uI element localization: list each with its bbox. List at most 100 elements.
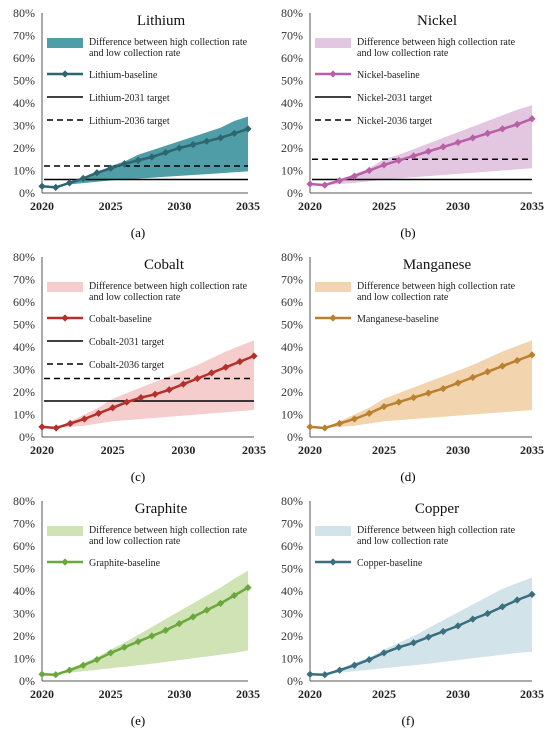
baseline-point bbox=[79, 661, 87, 669]
baseline-point bbox=[175, 620, 183, 628]
baseline-point bbox=[134, 156, 142, 164]
baseline-point bbox=[498, 362, 506, 370]
baseline-point bbox=[321, 671, 329, 679]
baseline-point bbox=[513, 596, 521, 604]
baseline-point bbox=[65, 666, 74, 674]
baseline-point bbox=[528, 115, 536, 123]
y-tick-label: 80% bbox=[13, 494, 35, 508]
baseline-point bbox=[380, 161, 388, 169]
baseline-point bbox=[380, 403, 388, 411]
y-tick-label: 60% bbox=[281, 295, 303, 309]
legend-label: Nickel-2036 target bbox=[357, 116, 432, 127]
baseline-point bbox=[528, 590, 536, 598]
baseline-point bbox=[498, 603, 506, 611]
y-tick-label: 70% bbox=[13, 273, 35, 287]
panel-caption-a: (a) bbox=[130, 225, 146, 240]
collection-range-band bbox=[310, 105, 532, 186]
baseline-point bbox=[395, 156, 403, 164]
y-tick-label: 40% bbox=[13, 96, 35, 110]
baseline-point bbox=[203, 606, 211, 614]
baseline-point bbox=[137, 394, 145, 402]
legend-label: and low collection rate bbox=[357, 536, 449, 547]
baseline-point bbox=[484, 368, 492, 376]
baseline-series-line bbox=[309, 117, 533, 187]
y-tick-label: 20% bbox=[13, 141, 35, 155]
baseline-point bbox=[52, 671, 60, 679]
baseline-point bbox=[107, 164, 115, 172]
legend-symbol bbox=[315, 558, 351, 566]
legend-symbol bbox=[315, 38, 351, 48]
x-tick-label: 2030 bbox=[446, 443, 470, 457]
y-tick-label: 0% bbox=[19, 186, 35, 200]
y-tick-label: 60% bbox=[13, 295, 35, 309]
baseline-point bbox=[365, 409, 373, 417]
y-tick-label: 40% bbox=[13, 340, 35, 354]
legend-label: and low collection rate bbox=[89, 292, 181, 303]
legend-swatch bbox=[315, 282, 351, 292]
y-tick-label: 70% bbox=[13, 517, 35, 531]
legend-label: Difference between high collection rate bbox=[89, 37, 248, 48]
legend-symbol bbox=[315, 70, 351, 78]
baseline-point bbox=[244, 125, 252, 133]
y-tick-label: 80% bbox=[13, 6, 35, 20]
y-tick-label: 70% bbox=[13, 29, 35, 43]
baseline-series-line bbox=[41, 127, 249, 189]
chart-panel-3: 0% 10% 20% 30% 40% 50% 60% 70% 80% 2020 2025 2030 20… bbox=[13, 250, 266, 457]
chart-title: Nickel bbox=[417, 13, 457, 29]
baseline-point bbox=[216, 599, 225, 607]
x-tick-label: 2030 bbox=[171, 443, 195, 457]
y-tick-label: 40% bbox=[281, 96, 303, 110]
y-tick-label: 10% bbox=[13, 408, 35, 422]
x-tick-label: 2030 bbox=[446, 687, 470, 701]
y-tick-label: 20% bbox=[13, 629, 35, 643]
legend-marker bbox=[61, 70, 69, 78]
y-tick-label: 60% bbox=[281, 539, 303, 553]
baseline-point bbox=[350, 172, 358, 180]
panel-caption-e: (e) bbox=[130, 713, 146, 728]
baseline-point bbox=[230, 591, 238, 600]
baseline-point bbox=[222, 363, 230, 371]
legend-label: Lithium-2036 target bbox=[89, 116, 170, 127]
baseline-point bbox=[513, 120, 521, 128]
y-tick-label: 0% bbox=[287, 674, 303, 688]
collection-range-band bbox=[42, 340, 254, 428]
baseline-point bbox=[52, 183, 60, 191]
legend-symbol bbox=[47, 70, 83, 78]
legend-marker bbox=[329, 314, 337, 322]
y-tick-label: 50% bbox=[13, 318, 35, 332]
x-tick-label: 2035 bbox=[236, 687, 260, 701]
baseline-point bbox=[162, 626, 170, 634]
chart-panel-4: 0% 10% 20% 30% 40% 50% 60% 70% 80% 2020 2025 2030 20… bbox=[281, 250, 544, 457]
x-tick-label: 2020 bbox=[30, 687, 54, 701]
y-tick-label: 30% bbox=[281, 607, 303, 621]
chart-panel-5: 0% 10% 20% 30% 40% 50% 60% 70% 80% 2020 2025 2030 20… bbox=[13, 494, 260, 701]
y-tick-label: 10% bbox=[281, 652, 303, 666]
baseline-point bbox=[410, 152, 418, 160]
x-tick-label: 2035 bbox=[520, 443, 544, 457]
legend-symbol bbox=[315, 282, 351, 292]
legend-marker bbox=[61, 558, 69, 566]
baseline-point bbox=[350, 415, 358, 423]
legend-symbol bbox=[315, 526, 351, 536]
legend-label: Copper-baseline bbox=[357, 558, 423, 569]
x-tick-label: 2035 bbox=[520, 687, 544, 701]
baseline-point bbox=[109, 404, 117, 412]
y-tick-label: 40% bbox=[281, 340, 303, 354]
x-tick-label: 2030 bbox=[446, 199, 470, 213]
legend-label: Difference between high collection rate bbox=[89, 525, 248, 536]
baseline-point bbox=[236, 358, 244, 366]
y-tick-label: 60% bbox=[281, 51, 303, 65]
x-tick-label: 2025 bbox=[372, 687, 396, 701]
legend-label: and low collection rate bbox=[89, 48, 181, 59]
x-tick-label: 2025 bbox=[101, 443, 125, 457]
baseline-point bbox=[395, 643, 403, 651]
legend-label: Cobalt-baseline bbox=[89, 314, 152, 325]
x-tick-label: 2025 bbox=[372, 443, 396, 457]
baseline-point bbox=[454, 379, 462, 387]
y-tick-label: 0% bbox=[19, 430, 35, 444]
baseline-point bbox=[134, 638, 142, 646]
panel-caption-b: (b) bbox=[400, 225, 416, 240]
baseline-point bbox=[306, 423, 314, 431]
y-tick-label: 50% bbox=[281, 562, 303, 576]
legend-swatch bbox=[315, 38, 351, 48]
